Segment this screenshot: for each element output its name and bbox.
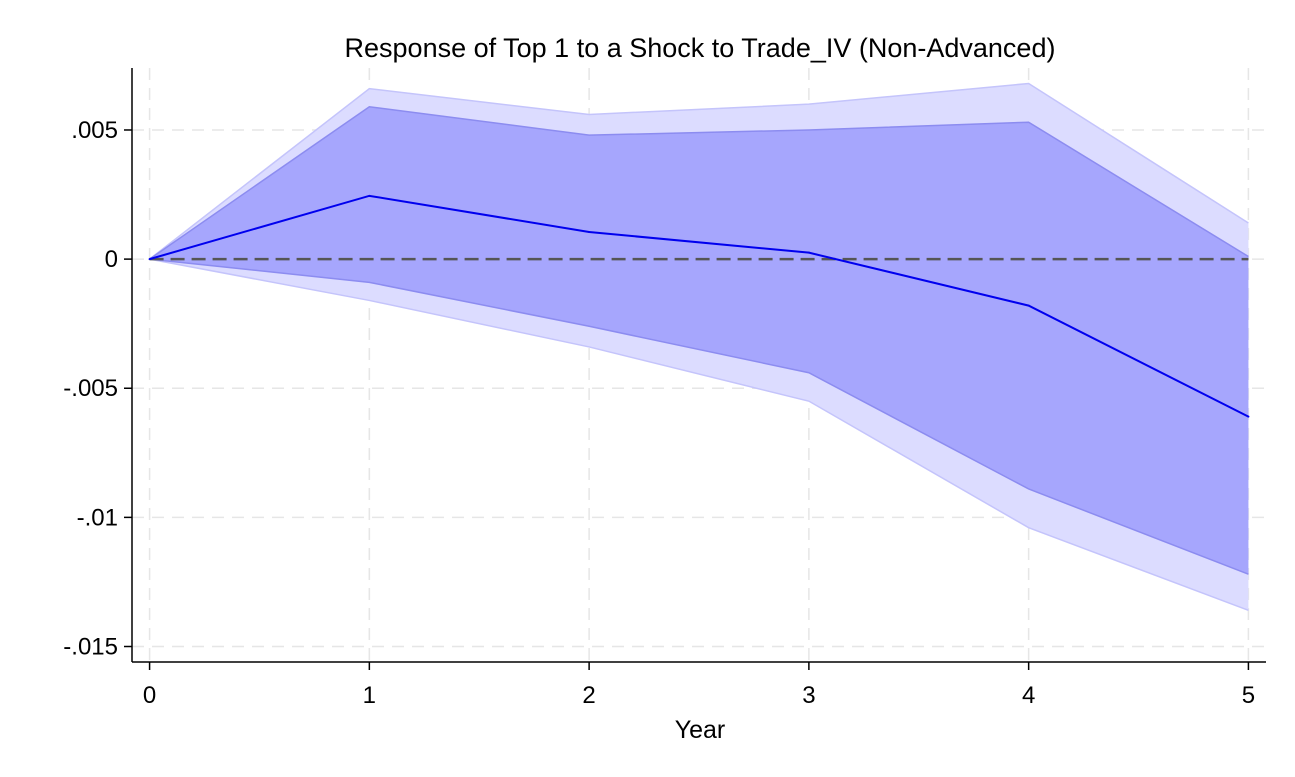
- confidence-bands: [149, 82, 1249, 612]
- inner-band-lower-edge: [149, 258, 1249, 575]
- response-point-1: [368, 194, 371, 197]
- y-tick-label: .005: [71, 117, 118, 144]
- response-point-5: [1247, 415, 1250, 418]
- response-point-3: [807, 251, 810, 254]
- response-line: [149, 194, 1249, 418]
- x-tick-label: 5: [1242, 682, 1255, 709]
- x-tick-label: 0: [143, 682, 156, 709]
- response-point-2: [588, 230, 591, 233]
- y-tick-label: -.015: [63, 634, 118, 661]
- y-tick-label: -.01: [77, 504, 118, 531]
- y-tick-label: -.005: [63, 375, 118, 402]
- x-tick-label: 1: [363, 682, 376, 709]
- x-tick-label: 4: [1022, 682, 1035, 709]
- response-point-0: [148, 258, 151, 261]
- inner-confidence-band: [149, 106, 1249, 575]
- response-line-layer: [148, 194, 1250, 418]
- x-tick-label: 3: [802, 682, 815, 709]
- outer-band-lower-edge: [149, 258, 1249, 612]
- inner-band-upper-edge: [149, 105, 1249, 260]
- axes: [124, 68, 1266, 670]
- outer-band-upper-edge: [149, 82, 1249, 260]
- tick-labels: .005 0 -.005 -.01 -.015 0 1 2 3 4 5: [63, 117, 1255, 709]
- x-axis-label: Year: [675, 716, 726, 744]
- y-tick-label: 0: [105, 246, 118, 273]
- response-point-4: [1027, 304, 1030, 307]
- chart-title: Response of Top 1 to a Shock to Trade_IV…: [345, 33, 1056, 63]
- x-tick-label: 2: [582, 682, 595, 709]
